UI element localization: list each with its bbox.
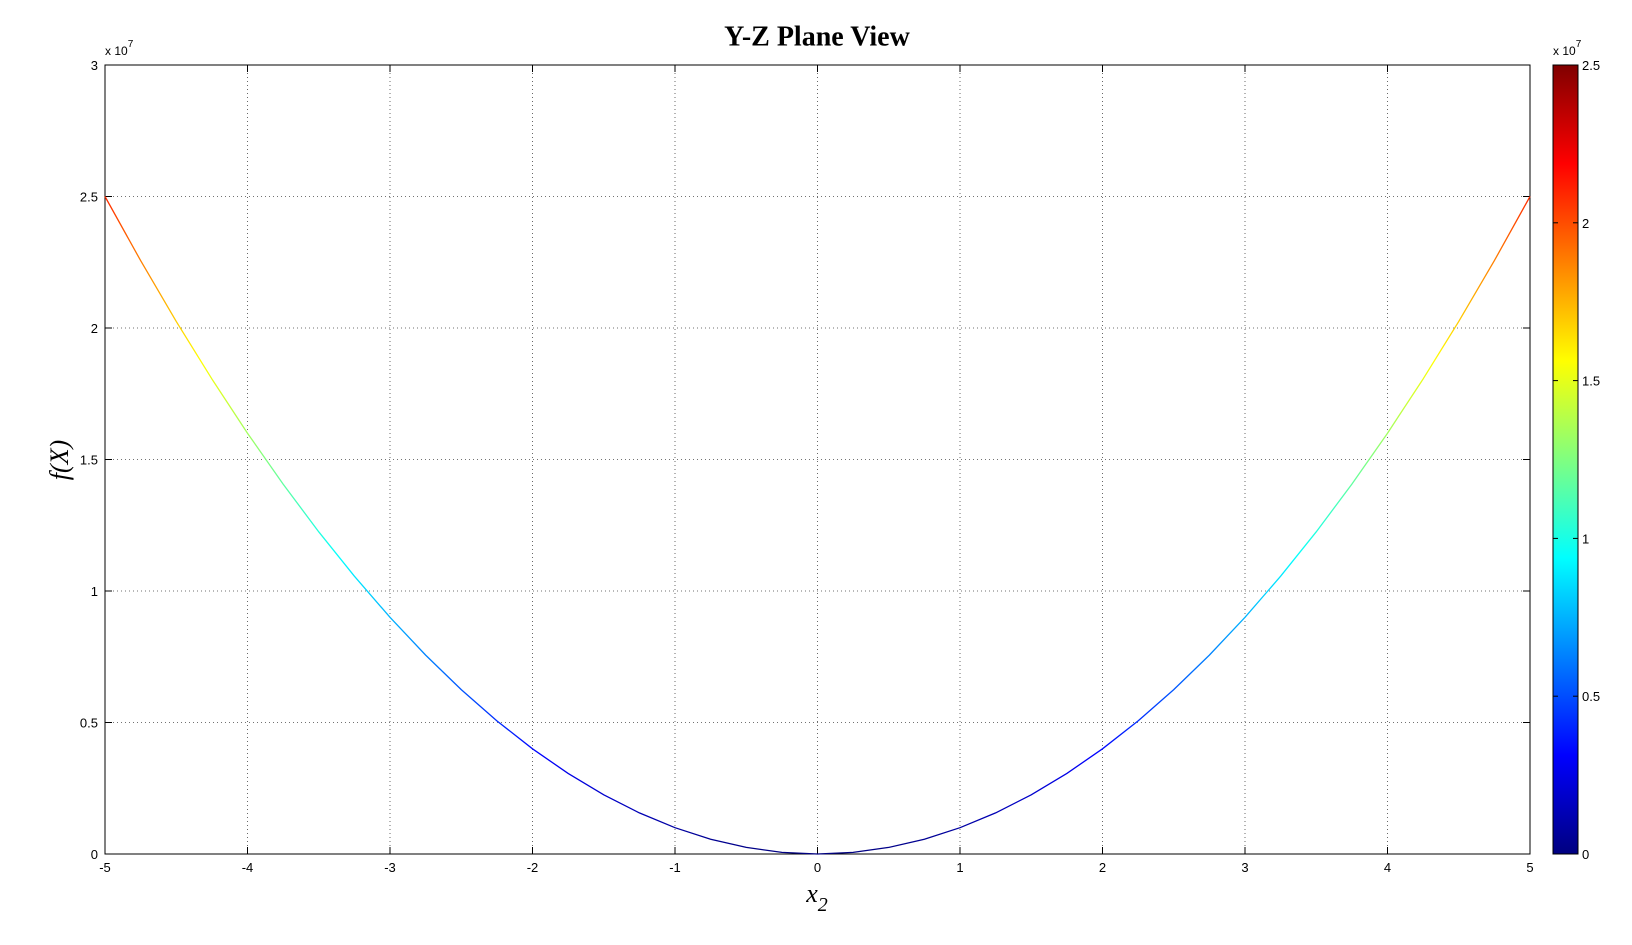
x-tick-label: 2 — [1099, 860, 1106, 875]
y-axis-label: f(X) — [45, 440, 74, 480]
x-tick-label: -4 — [242, 860, 254, 875]
x-tick-label: -1 — [669, 860, 681, 875]
y-tick-label: 0 — [91, 847, 98, 862]
x-tick-label: 1 — [956, 860, 963, 875]
x-tick-label: -3 — [384, 860, 396, 875]
y-tick-label: 1.5 — [80, 453, 98, 468]
y-tick-label: 3 — [91, 58, 98, 73]
x-tick-label: -5 — [99, 860, 111, 875]
x-axis-label: x2 — [805, 879, 828, 916]
colorbar-tick-label: 1 — [1582, 531, 1589, 546]
x-axis-label-subscript: 2 — [818, 894, 828, 916]
y-multiplier-base: x 10 — [105, 44, 128, 58]
y-multiplier: x 107 — [105, 39, 134, 58]
x-tick-label: -2 — [527, 860, 539, 875]
y-multiplier-exponent: 7 — [128, 39, 134, 50]
colorbar-tick-label: 2.5 — [1582, 58, 1600, 73]
colorbar-tick-label: 0.5 — [1582, 689, 1600, 704]
y-tick-label: 0.5 — [80, 716, 98, 731]
colorbar-multiplier-base: x 10 — [1553, 44, 1576, 58]
colorbar-multiplier: x 107 — [1553, 39, 1582, 58]
colorbar-multiplier-exponent: 7 — [1576, 39, 1582, 50]
x-tick-label: 0 — [814, 860, 821, 875]
y-tick-label: 2.5 — [80, 190, 98, 205]
colorbar-tick-label: 2 — [1582, 216, 1589, 231]
x-tick-label: 4 — [1384, 860, 1391, 875]
colorbar — [1552, 64, 1579, 855]
data-line — [104, 196, 1531, 855]
x-axis-label-text: x — [805, 879, 818, 908]
colorbar-tick-label: 1.5 — [1582, 374, 1600, 389]
x-tick-label: 3 — [1241, 860, 1248, 875]
colorbar-tick-label: 0 — [1582, 847, 1589, 862]
x-tick-label: 5 — [1526, 860, 1533, 875]
y-tick-label: 1 — [91, 584, 98, 599]
chart-title: Y-Z Plane View — [724, 21, 910, 52]
y-tick-label: 2 — [91, 321, 98, 336]
